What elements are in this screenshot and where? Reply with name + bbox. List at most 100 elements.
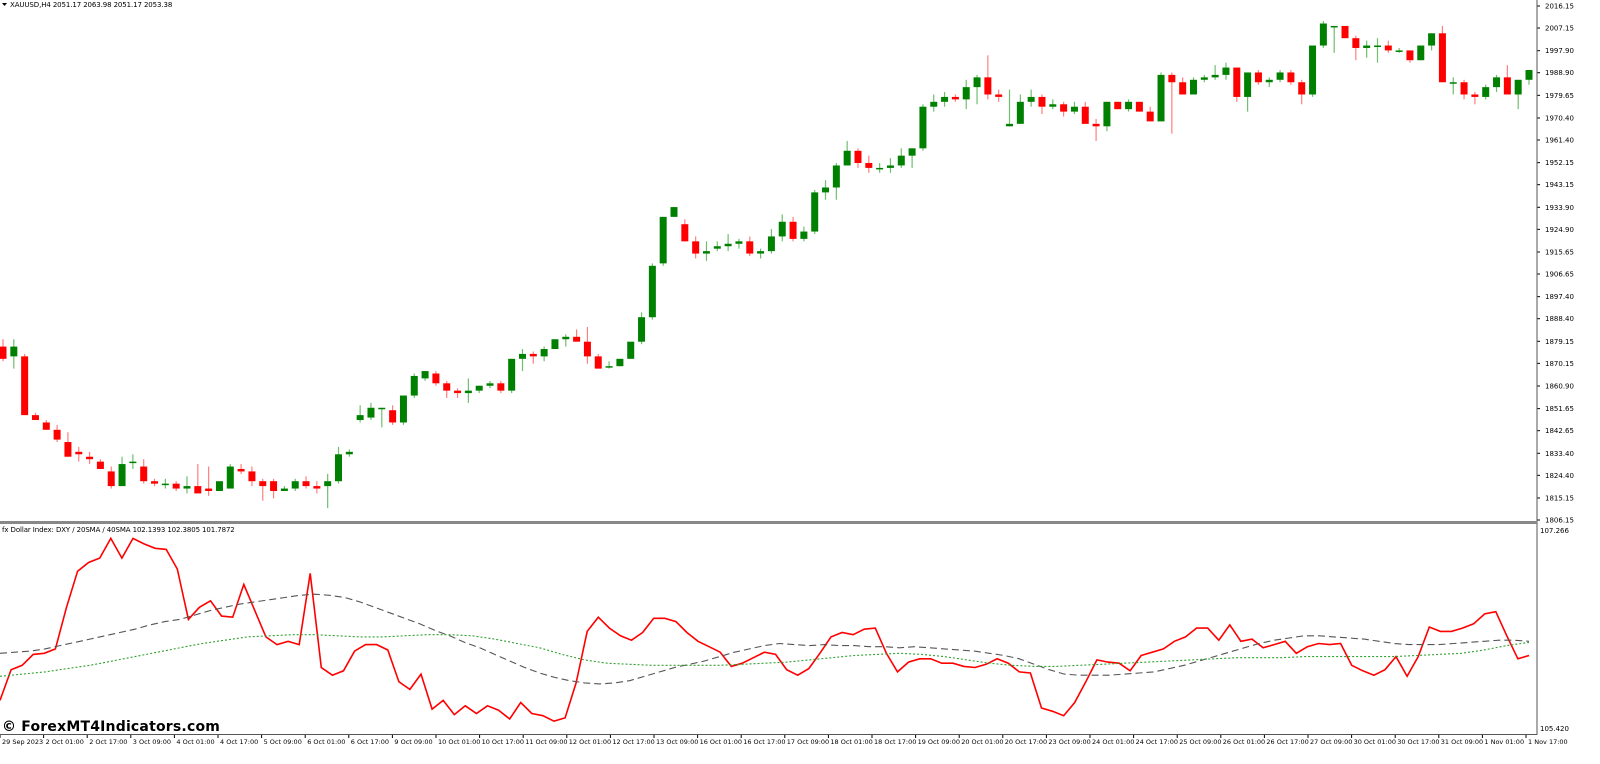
candle [1309,45,1317,97]
candle [540,346,548,362]
candle [713,241,721,252]
candle [1525,70,1533,85]
time-axis[interactable]: 29 Sep 2023 2 Oct 01:00 2 Oct 17:00 3 Oct 0… [0,734,1568,746]
price-tick-label: 1933.90 [1545,204,1574,212]
price-tick-label: 1879.15 [1545,338,1574,346]
candle [1503,65,1511,95]
candle [930,94,938,112]
candle [205,466,213,496]
price-tick-label: 1897.40 [1545,293,1574,301]
candle [594,353,602,369]
time-tick-label: 25 Oct 09:00 [1179,738,1221,746]
candle [107,466,115,489]
main-chart-title: XAUUSD,H4 2051.17 2063.98 2051.17 2053.3… [10,1,173,9]
candle [1200,74,1208,83]
candle [995,89,1003,102]
candle [562,334,570,347]
price-tick-label: 1870.15 [1545,360,1574,368]
candle [172,481,180,491]
candle [984,55,992,100]
candle [443,380,451,398]
candle [129,454,137,469]
candle [800,226,808,242]
candle [248,466,256,487]
price-axis[interactable]: 2016.15 2007.15 1997.90 1988.90 1979.65 1970.… [1537,3,1574,525]
price-tick-label: 1906.65 [1545,271,1574,279]
time-tick-label: 29 Sep 2023 [2,738,43,746]
time-tick-label: 4 Oct 17:00 [220,738,258,746]
candle [1016,94,1024,124]
candle [389,405,397,425]
chart-frame [0,0,1538,735]
dxy-line [0,536,1530,723]
candle [1103,101,1111,132]
candle [183,476,191,494]
time-tick-label: 16 Oct 17:00 [743,738,785,746]
time-tick-label: 23 Oct 09:00 [1048,738,1090,746]
candle [876,163,884,173]
candle [421,371,429,381]
candle [1341,25,1349,39]
time-tick-label: 24 Oct 01:00 [1092,738,1134,746]
40sma-line [0,634,1530,677]
candle [1027,89,1035,107]
candle [313,481,321,494]
candle [302,476,310,489]
price-tick-label: 1970.40 [1545,114,1574,122]
candle [897,148,905,168]
candle [161,478,169,489]
candle [1449,77,1457,95]
candle [1352,35,1360,61]
candle [1081,101,1089,124]
time-tick-label: 24 Oct 17:00 [1136,738,1178,746]
indicator-lines [0,536,1530,723]
price-tick-label: 1851.65 [1545,405,1574,413]
candle [454,388,462,398]
candle [1363,40,1371,58]
candle [670,207,678,217]
time-tick-label: 13 Oct 09:00 [656,738,698,746]
candle [1125,99,1133,112]
candle [627,341,635,359]
candle [118,456,126,487]
collapse-triangle-icon[interactable] [2,3,7,6]
candle [1135,101,1143,112]
candle [973,74,981,105]
candle [1114,101,1122,110]
time-tick-label: 17 Oct 09:00 [787,738,829,746]
time-tick-label: 20 Oct 01:00 [961,738,1003,746]
time-tick-label: 18 Oct 17:00 [874,738,916,746]
candle [53,424,61,443]
candle [1482,84,1490,100]
candle [356,405,364,423]
candle [410,373,418,398]
indicator-axis[interactable]: 107.266 105.420 [1540,527,1569,733]
price-tick-label: 1961.40 [1545,137,1574,145]
time-tick-label: 27 Oct 09:00 [1310,738,1352,746]
candle [767,229,775,254]
candle [215,481,223,491]
candle [681,219,689,242]
candle [648,263,656,320]
price-tick-label: 1997.90 [1545,47,1574,55]
candle [1493,74,1501,93]
time-tick-label: 16 Oct 01:00 [700,738,742,746]
price-tick-label: 1815.15 [1545,494,1574,502]
candle [464,378,472,403]
candle [1211,65,1219,80]
indicator-tick-label: 105.420 [1540,725,1569,733]
candle [583,327,591,364]
candle [573,329,581,342]
candle [1319,21,1327,48]
time-tick-label: 2 Oct 01:00 [46,738,84,746]
time-tick-label: 26 Oct 01:00 [1223,738,1265,746]
candle [692,236,700,259]
price-tick-label: 1824.40 [1545,472,1574,480]
candle [757,248,765,259]
candle [638,312,646,345]
candle [345,449,353,457]
indicator-title: fx Dollar Index: DXY / 20SMA / 40SMA 102… [2,526,235,534]
candle [1330,25,1338,53]
price-tick-label: 1860.90 [1545,382,1574,390]
